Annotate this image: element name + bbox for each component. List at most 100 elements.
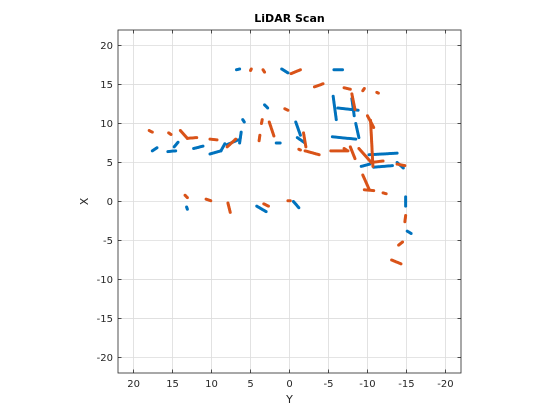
scan-point bbox=[372, 125, 376, 129]
scan-point bbox=[195, 136, 199, 140]
scan-segment bbox=[147, 129, 154, 134]
scan-segment bbox=[361, 173, 371, 191]
scan-point bbox=[297, 147, 301, 151]
scan-point bbox=[150, 130, 154, 134]
scan-point bbox=[185, 207, 189, 211]
scan-segment bbox=[342, 86, 352, 91]
scan-point bbox=[286, 71, 290, 75]
data-points bbox=[147, 67, 413, 266]
scan-segment bbox=[283, 107, 290, 112]
scan-point bbox=[266, 204, 270, 208]
scan-segment bbox=[280, 67, 290, 75]
scan-point bbox=[341, 68, 345, 72]
y-tick-label: -5 bbox=[103, 236, 113, 247]
scan-segment bbox=[234, 67, 242, 72]
scan-segment bbox=[359, 162, 372, 168]
scan-point bbox=[266, 106, 270, 110]
x-tick-label: 0 bbox=[286, 379, 292, 390]
scan-point bbox=[409, 231, 413, 235]
scan-point bbox=[356, 108, 360, 112]
scan-segment bbox=[183, 193, 189, 200]
scan-point bbox=[376, 91, 380, 95]
scan-segment bbox=[303, 149, 321, 157]
x-tick-label: -20 bbox=[437, 379, 453, 390]
x-axis-label: Y bbox=[285, 393, 293, 406]
scan-segment bbox=[312, 82, 325, 89]
scan-point bbox=[390, 164, 394, 168]
scan-point bbox=[384, 192, 388, 196]
scan-segment bbox=[262, 202, 270, 208]
scan-point bbox=[344, 148, 348, 152]
scan-point bbox=[228, 210, 232, 214]
scan-point bbox=[304, 145, 308, 149]
scan-point bbox=[357, 136, 361, 140]
scan-segment bbox=[172, 140, 180, 149]
y-axis-label: X bbox=[78, 197, 91, 205]
x-tick-label: -15 bbox=[398, 379, 414, 390]
scan-segment bbox=[390, 258, 403, 266]
scan-segment bbox=[329, 149, 350, 153]
scan-point bbox=[242, 120, 246, 124]
scan-segment bbox=[350, 92, 357, 112]
scan-point bbox=[395, 151, 399, 155]
y-tick-label: -20 bbox=[97, 353, 113, 364]
scan-point bbox=[209, 199, 213, 203]
scan-point bbox=[234, 137, 238, 141]
scan-point bbox=[239, 130, 243, 134]
scan-segment bbox=[204, 197, 213, 203]
scan-segment bbox=[375, 90, 380, 95]
scan-point bbox=[297, 206, 301, 210]
scan-segment bbox=[257, 133, 262, 143]
ticks: 20 15 10 5 0 -5 -10 -15 -20 20 15 10 5 0 -5 -10 -15 -20 bbox=[97, 30, 461, 390]
scan-point bbox=[249, 69, 253, 73]
scan-segment bbox=[185, 136, 199, 140]
scan-point bbox=[174, 149, 178, 153]
y-tick-label: -10 bbox=[97, 275, 113, 286]
scan-point bbox=[353, 157, 357, 161]
scan-segment bbox=[261, 68, 267, 74]
scan-point bbox=[334, 118, 338, 122]
scan-point bbox=[169, 132, 173, 136]
scan-point bbox=[403, 220, 407, 224]
scan-segment bbox=[354, 122, 361, 140]
scan-segment bbox=[367, 151, 399, 157]
scan-segment bbox=[297, 147, 302, 152]
scan-segment bbox=[348, 145, 357, 161]
x-tick-label: -5 bbox=[323, 379, 333, 390]
scan-segment bbox=[289, 68, 302, 76]
scan-point bbox=[176, 140, 180, 144]
x-tick-label: -10 bbox=[359, 379, 375, 390]
scan-segment bbox=[405, 229, 413, 235]
scan-point bbox=[381, 159, 385, 163]
x-tick-label: 5 bbox=[247, 379, 253, 390]
scan-segment bbox=[225, 137, 238, 149]
scan-segment bbox=[274, 141, 282, 145]
y-tick-label: 0 bbox=[107, 197, 113, 208]
scan-segment bbox=[241, 118, 246, 124]
scan-segment bbox=[259, 118, 264, 126]
y-tick-label: 10 bbox=[100, 119, 113, 130]
scan-segment bbox=[238, 130, 243, 145]
scan-segment bbox=[404, 195, 408, 208]
y-tick-label: 20 bbox=[100, 41, 113, 52]
x-tick-label: 20 bbox=[127, 379, 140, 390]
scan-segment bbox=[381, 191, 388, 196]
scan-segment bbox=[361, 86, 366, 93]
scan-segment bbox=[369, 159, 385, 165]
scan-point bbox=[261, 68, 265, 72]
scan-point bbox=[155, 146, 159, 150]
scan-point bbox=[201, 144, 205, 148]
scan-segment bbox=[403, 214, 408, 224]
scan-point bbox=[399, 262, 403, 266]
x-tick-label: 10 bbox=[205, 379, 218, 390]
scan-point bbox=[185, 196, 189, 200]
scan-segment bbox=[226, 201, 232, 214]
scan-segment bbox=[255, 204, 268, 214]
y-tick-label: 5 bbox=[107, 158, 113, 169]
scan-segment bbox=[395, 162, 407, 168]
scan-segment bbox=[294, 120, 302, 137]
scan-series-2 bbox=[147, 67, 408, 266]
scan-point bbox=[321, 82, 325, 86]
